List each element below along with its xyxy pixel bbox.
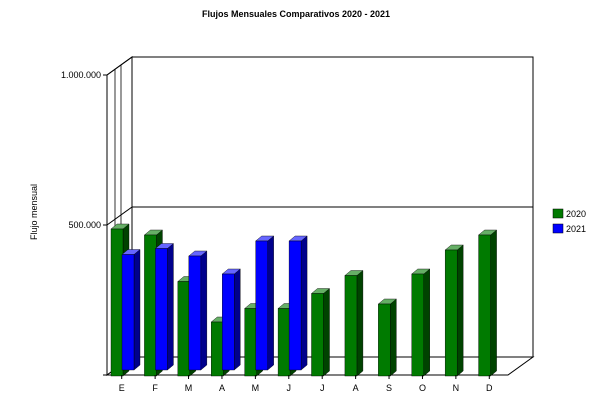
- bar-front: [155, 248, 168, 371]
- x-tick-label: A: [353, 383, 359, 393]
- bar-front: [121, 254, 135, 371]
- bar-2021: [288, 235, 308, 371]
- x-tick-label: F: [152, 383, 158, 393]
- x-tick-label: M: [185, 383, 193, 393]
- bar-side: [300, 235, 308, 371]
- bar-side: [167, 243, 174, 371]
- bar-side: [356, 270, 364, 377]
- bar-2021: [255, 235, 275, 371]
- gridline: [106, 56, 133, 76]
- bar-2020: [411, 268, 431, 377]
- bar-front: [110, 228, 124, 377]
- bar-front: [311, 293, 324, 377]
- x-tick-label: M: [252, 383, 260, 393]
- x-tick-label: A: [219, 383, 225, 393]
- bar-2020: [344, 270, 364, 377]
- bar-2020: [310, 288, 331, 377]
- bar-2021: [154, 243, 174, 371]
- bar-front: [177, 281, 191, 377]
- x-tick-label: N: [453, 383, 460, 393]
- y-tick-label: 1.000.000: [61, 70, 101, 80]
- bar-2021: [221, 268, 241, 371]
- bar-side: [390, 298, 397, 377]
- bar-2020: [478, 229, 498, 377]
- bar-front: [144, 234, 157, 377]
- bar-front: [211, 321, 224, 377]
- bar-side: [456, 244, 464, 377]
- y-axis-label: Flujo mensual: [29, 184, 39, 240]
- bar-front: [244, 308, 257, 377]
- bar-front: [411, 273, 424, 377]
- bar-side: [133, 249, 141, 371]
- bar-side: [323, 288, 330, 377]
- bar-front: [188, 255, 202, 371]
- bar-front: [255, 240, 268, 371]
- bar-side: [200, 250, 208, 371]
- bar-front: [478, 234, 491, 377]
- bar-side: [267, 235, 274, 371]
- x-tick-label: O: [419, 383, 426, 393]
- x-tick-label: S: [386, 383, 392, 393]
- bar-front: [444, 249, 458, 377]
- x-tick-label: J: [320, 383, 325, 393]
- legend: 2020 2021: [552, 208, 586, 234]
- bar-front: [277, 308, 291, 377]
- bar-side: [423, 268, 430, 377]
- bar-2020: [444, 244, 464, 377]
- bar-2020: [377, 298, 397, 377]
- y-ticks: 500.000 1.000.000: [61, 56, 533, 376]
- x-tick-label: J: [287, 383, 292, 393]
- bar-side: [490, 229, 497, 377]
- bar-2021: [188, 250, 208, 371]
- legend-swatch: [552, 223, 564, 234]
- chart-title: Flujos Mensuales Comparativos 2020 - 202…: [202, 9, 390, 19]
- x-tick-label: D: [486, 383, 493, 393]
- bar-front: [344, 275, 358, 377]
- bar-front: [222, 273, 235, 371]
- y-tick-label: 500.000: [68, 220, 101, 230]
- gridline: [106, 206, 133, 226]
- bar-front: [288, 240, 302, 371]
- legend-label: 2021: [566, 224, 586, 234]
- bar-side: [234, 268, 241, 371]
- legend-swatch: [552, 208, 564, 219]
- bar-2021: [121, 249, 141, 371]
- bar-front: [378, 303, 391, 377]
- bars: [110, 223, 498, 377]
- x-tick-label: E: [119, 383, 125, 393]
- legend-label: 2020: [566, 209, 586, 219]
